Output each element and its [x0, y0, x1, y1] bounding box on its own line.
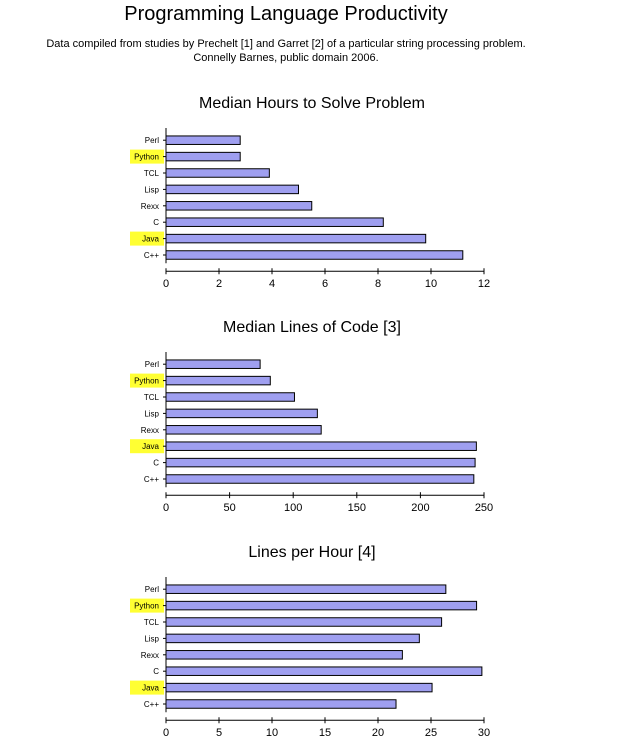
bar — [165, 151, 241, 162]
x-tick-label: 8 — [375, 278, 381, 290]
category-label: Rexx — [141, 426, 159, 435]
bar — [165, 233, 427, 244]
category-label: Lisp — [144, 409, 159, 418]
category-label: Python — [134, 602, 159, 611]
x-tick-label: 12 — [478, 278, 490, 290]
bar — [165, 650, 403, 660]
bar — [165, 201, 313, 211]
chart-median-hours: Median Hours to Solve Problem Perl Python T… — [130, 95, 490, 290]
category-label: C++ — [144, 700, 159, 709]
bar — [165, 359, 261, 369]
x-tick-label: 10 — [425, 278, 437, 290]
x-tick-label: 100 — [284, 502, 302, 514]
page-subtitle-author: Connelly Barnes, public domain 2006. — [193, 52, 379, 64]
category-label: Rexx — [141, 651, 159, 660]
bar — [165, 168, 270, 178]
x-tick-label: 0 — [163, 727, 169, 739]
category-label: Perl — [145, 136, 159, 145]
x-tick-label: 4 — [269, 278, 275, 290]
category-label: Java — [142, 235, 159, 244]
x-tick-label: 150 — [348, 502, 366, 514]
category-label: Rexx — [141, 202, 159, 211]
x-tick-label: 250 — [475, 502, 493, 514]
bar — [165, 441, 477, 451]
x-tick-label: 25 — [425, 727, 437, 739]
category-label: Perl — [145, 360, 159, 369]
bar — [165, 457, 476, 468]
highlight-marker — [130, 598, 164, 613]
category-label: Lisp — [144, 634, 159, 643]
chart-title: Median Hours to Solve Problem — [199, 95, 425, 112]
x-tick-label: 2 — [216, 278, 222, 290]
x-tick-label: 0 — [163, 278, 169, 290]
highlight-marker — [130, 439, 164, 454]
category-label: C — [153, 459, 159, 468]
category-label: Java — [142, 684, 159, 693]
x-tick-label: 0 — [163, 502, 169, 514]
x-tick-label: 10 — [266, 727, 278, 739]
x-tick-label: 5 — [216, 727, 222, 739]
bar — [165, 375, 271, 386]
chart-title: Lines per Hour [4] — [248, 544, 375, 561]
x-tick-label: 6 — [322, 278, 328, 290]
chart-title: Median Lines of Code [3] — [223, 319, 401, 336]
bar — [165, 666, 483, 676]
chart-lines-per-hour: Lines per Hour [4] Perl Python TCL Lisp Rexx C… — [130, 544, 490, 739]
category-label: Lisp — [144, 185, 159, 194]
category-label: Python — [134, 377, 159, 386]
highlight-marker — [130, 149, 164, 164]
bar — [165, 392, 295, 402]
x-tick-label: 30 — [478, 727, 490, 739]
bar — [165, 217, 384, 227]
bar — [165, 617, 443, 627]
x-tick-label: 50 — [223, 502, 235, 514]
bar — [165, 584, 447, 594]
x-tick-label: 200 — [411, 502, 429, 514]
category-label: C — [153, 667, 159, 676]
highlight-marker — [130, 680, 164, 695]
category-label: TCL — [144, 169, 160, 178]
category-label: Perl — [145, 585, 159, 594]
x-tick-label: 15 — [319, 727, 331, 739]
bar — [165, 600, 478, 611]
bar — [165, 474, 475, 484]
category-label: TCL — [144, 618, 160, 627]
bar — [165, 633, 420, 644]
category-label: C++ — [144, 251, 159, 260]
category-label: C — [153, 218, 159, 227]
chart-median-lines-of-code: Median Lines of Code [3] Perl Python TCL Lis… — [130, 319, 493, 514]
highlight-marker — [130, 373, 164, 388]
page-subtitle-sources: Data compiled from studies by Prechelt [… — [46, 38, 526, 50]
highlight-marker — [130, 231, 164, 246]
category-label: Java — [142, 442, 159, 451]
bar — [165, 184, 299, 195]
page-title: Programming Language Productivity — [124, 3, 448, 25]
bar — [165, 135, 241, 145]
category-label: TCL — [144, 393, 160, 402]
x-tick-label: 20 — [372, 727, 384, 739]
category-label: Python — [134, 153, 159, 162]
bar — [165, 408, 318, 419]
bar — [165, 682, 433, 693]
bar — [165, 250, 464, 260]
category-label: C++ — [144, 475, 159, 484]
bar — [165, 699, 397, 709]
bar — [165, 425, 322, 435]
